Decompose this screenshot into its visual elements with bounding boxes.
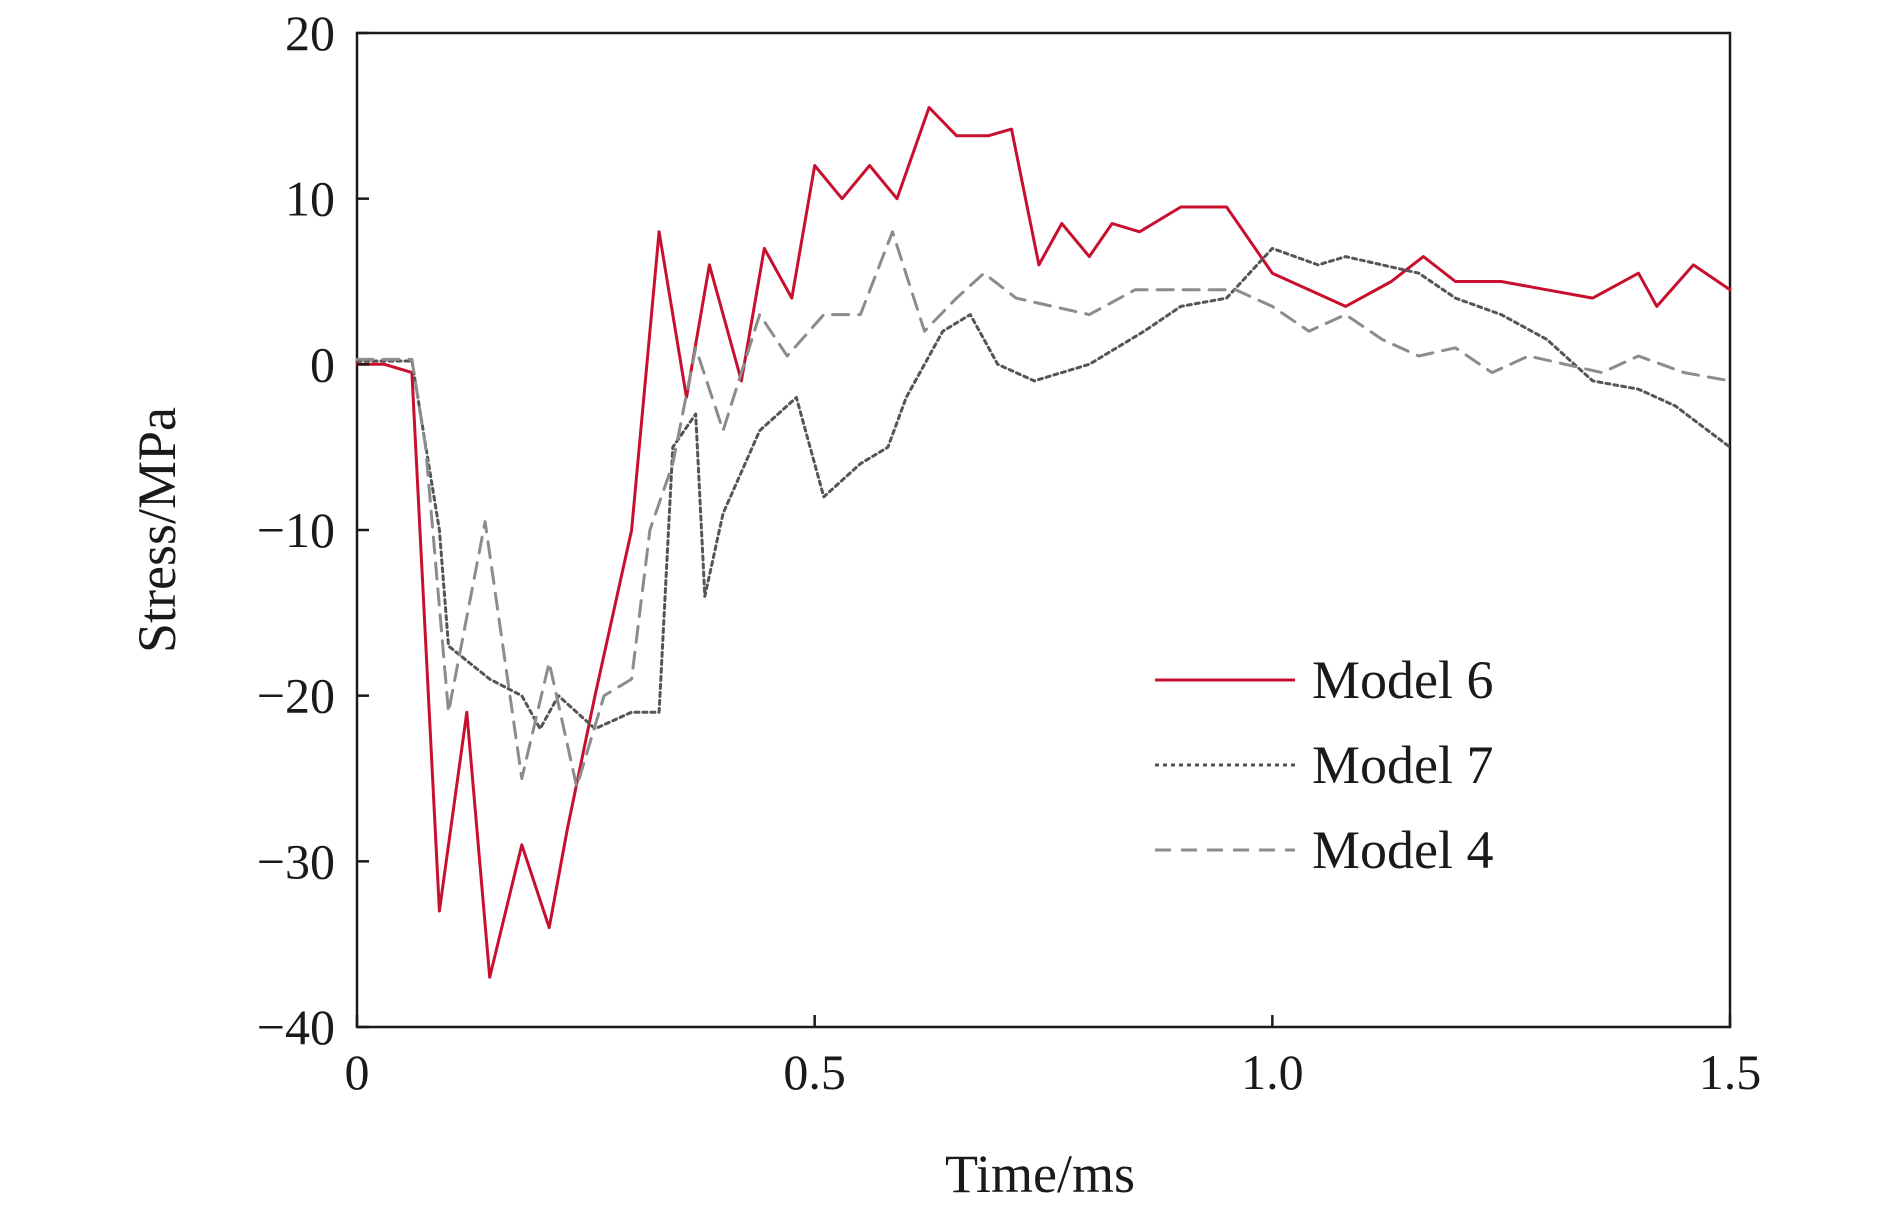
legend-item: Model 4 (1155, 820, 1494, 880)
y-tick-label: −20 (257, 668, 335, 724)
series-line (355, 106, 1732, 979)
legend-item: Model 7 (1155, 735, 1494, 795)
series-model-6 (355, 106, 1732, 979)
series-model-4 (355, 230, 1732, 789)
series-model-7 (355, 246, 1732, 731)
y-tick-label: −10 (257, 502, 335, 558)
x-axis-title: Time/ms (945, 1144, 1135, 1204)
y-axis-title: Stress/MPa (127, 407, 187, 653)
x-tick-label: 0 (345, 1044, 370, 1100)
x-tick-label: 0.5 (783, 1044, 846, 1100)
legend-label: Model 7 (1312, 735, 1494, 795)
plot-frame (355, 31, 1732, 1029)
y-tick-label: 0 (310, 336, 335, 392)
x-tick-label: 1.5 (1699, 1044, 1762, 1100)
y-tick-label: −30 (257, 833, 335, 889)
series-line (355, 246, 1732, 731)
y-tick-label: 10 (285, 171, 335, 227)
legend: Model 6 Model 7 Model 4 (1155, 650, 1494, 880)
legend-label: Model 4 (1312, 820, 1494, 880)
series-line (355, 230, 1732, 789)
y-tick-label: 20 (285, 5, 335, 61)
legend-item: Model 6 (1155, 650, 1494, 710)
x-tick-label: 1.0 (1241, 1044, 1304, 1100)
legend-label: Model 6 (1312, 650, 1494, 710)
y-tick-label: −40 (257, 999, 335, 1055)
